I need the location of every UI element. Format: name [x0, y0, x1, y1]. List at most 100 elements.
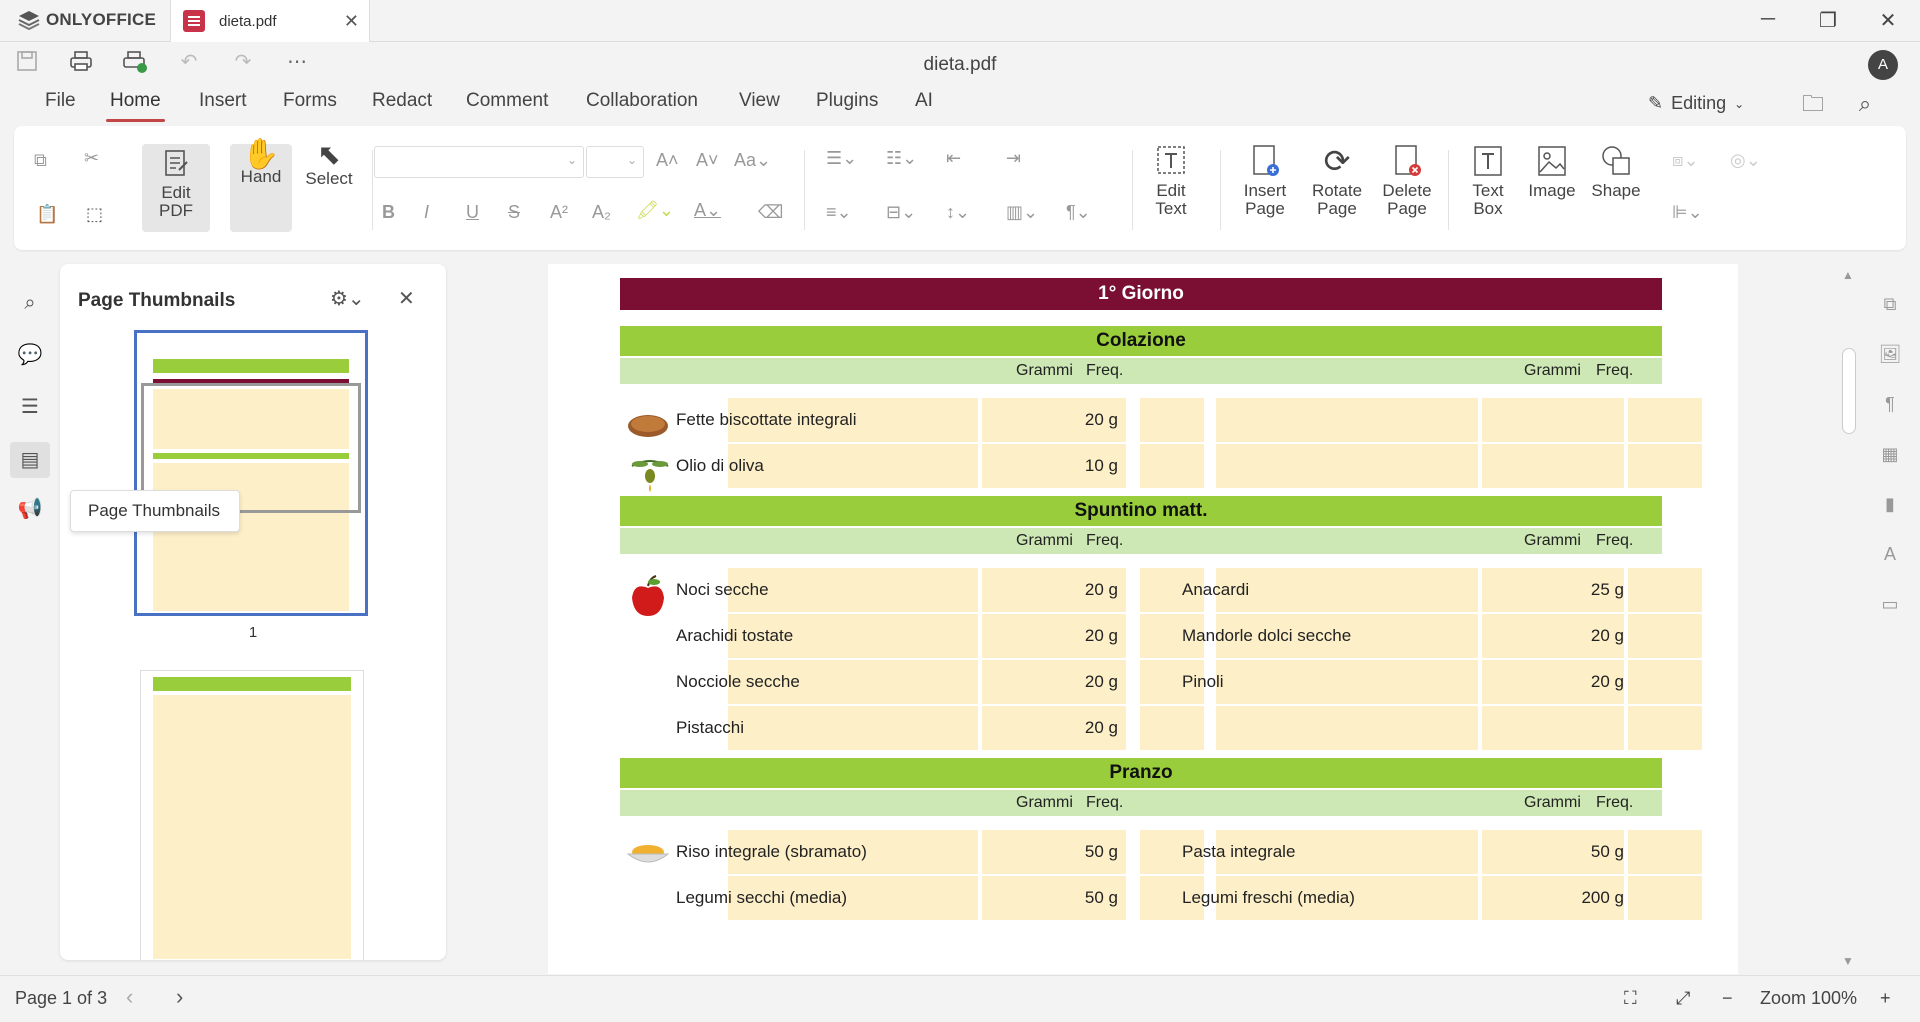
table-cell	[1216, 660, 1478, 704]
undo-icon[interactable]: ↶	[180, 51, 198, 73]
quick-access-bar: ↶ ↷ ⋯	[0, 42, 1920, 82]
group-icon[interactable]: ◎⌄	[1730, 150, 1761, 170]
align-objects-icon[interactable]: ⊫⌄	[1672, 202, 1703, 222]
editing-mode-dropdown[interactable]: ✎ Editing ⌄	[1648, 93, 1744, 114]
print-icon[interactable]	[68, 50, 94, 74]
italic-icon[interactable]: I	[424, 202, 430, 222]
open-location-icon[interactable]: 🗀	[1801, 91, 1824, 116]
bold-icon[interactable]: B	[382, 202, 395, 222]
fit-width-icon[interactable]: ⤢	[1676, 988, 1691, 1008]
table-cell	[1140, 876, 1204, 920]
document-tab[interactable]: dieta.pdf ✕	[170, 0, 370, 42]
font-color-icon[interactable]: A⌄	[694, 200, 722, 220]
more-icon[interactable]: ⋯	[287, 51, 307, 73]
strikethrough-icon[interactable]: S	[508, 202, 521, 222]
user-avatar[interactable]: A	[1868, 50, 1898, 80]
comments-icon[interactable]: 💬	[17, 344, 43, 366]
insert-page-button[interactable]: Insert Page	[1232, 144, 1298, 218]
edit-text-button[interactable]: Edit Text	[1140, 144, 1202, 218]
search-icon[interactable]: ⌕	[1858, 91, 1872, 116]
feedback-icon[interactable]: 📢	[17, 498, 43, 520]
align-icon[interactable]: ≡⌄	[826, 202, 852, 222]
menu-forms[interactable]: Forms	[283, 90, 337, 111]
select-all-icon[interactable]: ⬚	[86, 204, 104, 224]
font-size-combo[interactable]: ⌄	[586, 146, 644, 178]
thumbnail-page-1[interactable]	[134, 330, 368, 616]
copy-icon[interactable]: ⧉	[34, 150, 47, 170]
menu-file[interactable]: File	[45, 90, 76, 111]
shape-settings-icon[interactable]: ⧉	[1883, 294, 1897, 314]
font-family-combo[interactable]: ⌄	[374, 146, 584, 178]
search-panel-icon[interactable]: ⌕	[24, 292, 36, 314]
minimize-button[interactable]: ─	[1760, 8, 1776, 30]
paragraph-settings-icon[interactable]: ¶⌄	[1066, 202, 1091, 222]
form-settings-icon[interactable]: ▭	[1881, 594, 1899, 614]
menu-comment[interactable]: Comment	[466, 90, 549, 111]
edit-pdf-label-2: PDF	[159, 201, 193, 220]
zoom-level[interactable]: Zoom 100%	[1760, 988, 1858, 1008]
menu-home[interactable]: Home	[106, 90, 165, 122]
food-grams: 50 g	[1084, 888, 1118, 907]
paste-icon[interactable]: 📋	[36, 204, 59, 224]
superscript-icon[interactable]: A²	[550, 202, 568, 222]
image-button[interactable]: Image	[1522, 144, 1582, 200]
quick-print-icon[interactable]	[122, 50, 148, 74]
increase-font-icon[interactable]: A˄	[656, 150, 679, 170]
columns-icon[interactable]: ▥⌄	[1006, 202, 1039, 222]
menu-bar: File Home Insert Forms Redact Comment Co…	[0, 82, 1920, 122]
edit-pdf-button[interactable]: Edit PDF	[142, 144, 210, 232]
menu-redact[interactable]: Redact	[372, 90, 433, 111]
table-settings-icon[interactable]: ▦	[1881, 444, 1899, 464]
close-button[interactable]: ✕	[1879, 10, 1897, 32]
underline-icon[interactable]: U	[466, 202, 479, 222]
document-scrollbar[interactable]: ▲ ▼	[1838, 264, 1858, 974]
menu-insert[interactable]: Insert	[199, 90, 247, 111]
fit-page-icon[interactable]: ⛶	[1624, 988, 1637, 1008]
delete-page-button[interactable]: Delete Page	[1374, 144, 1440, 218]
redo-icon[interactable]: ↷	[234, 51, 252, 73]
text-art-icon[interactable]: A	[1883, 544, 1896, 564]
next-page-icon[interactable]: ›	[176, 984, 184, 1009]
menu-view[interactable]: View	[739, 90, 780, 111]
rotate-page-label-1: Rotate	[1311, 181, 1363, 200]
change-case-icon[interactable]: Aa⌄	[734, 150, 772, 170]
thumbnail-page-2[interactable]	[140, 670, 364, 960]
menu-collaboration[interactable]: Collaboration	[586, 90, 698, 111]
tab-close-icon[interactable]: ✕	[343, 11, 359, 31]
zoom-out-icon[interactable]: −	[1722, 988, 1733, 1008]
decrease-indent-icon[interactable]: ⇤	[946, 148, 962, 168]
thumbnails-icon[interactable]: ▤	[10, 442, 50, 478]
rotate-page-button[interactable]: ⟳ Rotate Page	[1304, 144, 1370, 218]
restore-button[interactable]: ❐	[1819, 10, 1837, 32]
prev-page-icon[interactable]: ‹	[126, 984, 134, 1009]
select-tool-button[interactable]: ⬉ Select	[298, 141, 360, 232]
table-cell	[982, 614, 1126, 658]
image-settings-icon[interactable]: 🖼	[1878, 344, 1902, 364]
highlight-icon[interactable]: 🖍⌄	[636, 200, 674, 220]
vertical-align-icon[interactable]: ⊟⌄	[886, 202, 917, 222]
bullets-icon[interactable]: ☰⌄	[826, 148, 858, 168]
hand-tool-button[interactable]: ✋ Hand	[230, 140, 292, 232]
text-box-button[interactable]: Text Box	[1458, 144, 1518, 218]
navigation-icon[interactable]: ☰	[21, 396, 39, 418]
arrange-icon[interactable]: ⧈⌄	[1672, 150, 1699, 170]
save-icon[interactable]	[14, 50, 40, 74]
zoom-in-icon[interactable]: +	[1880, 988, 1891, 1008]
menu-plugins[interactable]: Plugins	[816, 90, 879, 111]
shape-button[interactable]: Shape	[1586, 144, 1646, 200]
numbering-icon[interactable]: ☷⌄	[886, 148, 918, 168]
paragraph-icon[interactable]: ¶	[1885, 394, 1895, 414]
clear-style-icon[interactable]: ⌫	[758, 202, 784, 222]
close-panel-icon[interactable]: ✕	[398, 288, 415, 310]
chart-settings-icon[interactable]: ▮	[1885, 494, 1895, 514]
line-spacing-icon[interactable]: ↕⌄	[946, 202, 971, 222]
hand-label: Hand	[240, 167, 282, 186]
food-name: Pistacchi	[676, 718, 745, 737]
subscript-icon[interactable]: A₂	[592, 202, 611, 222]
cut-icon[interactable]: ✂	[84, 148, 100, 168]
food-name: Legumi freschi (media)	[1182, 888, 1355, 907]
thumbnail-settings-icon[interactable]: ⚙⌄	[330, 288, 365, 310]
increase-indent-icon[interactable]: ⇥	[1006, 148, 1022, 168]
decrease-font-icon[interactable]: A˅	[696, 150, 719, 170]
menu-ai[interactable]: AI	[915, 90, 933, 111]
